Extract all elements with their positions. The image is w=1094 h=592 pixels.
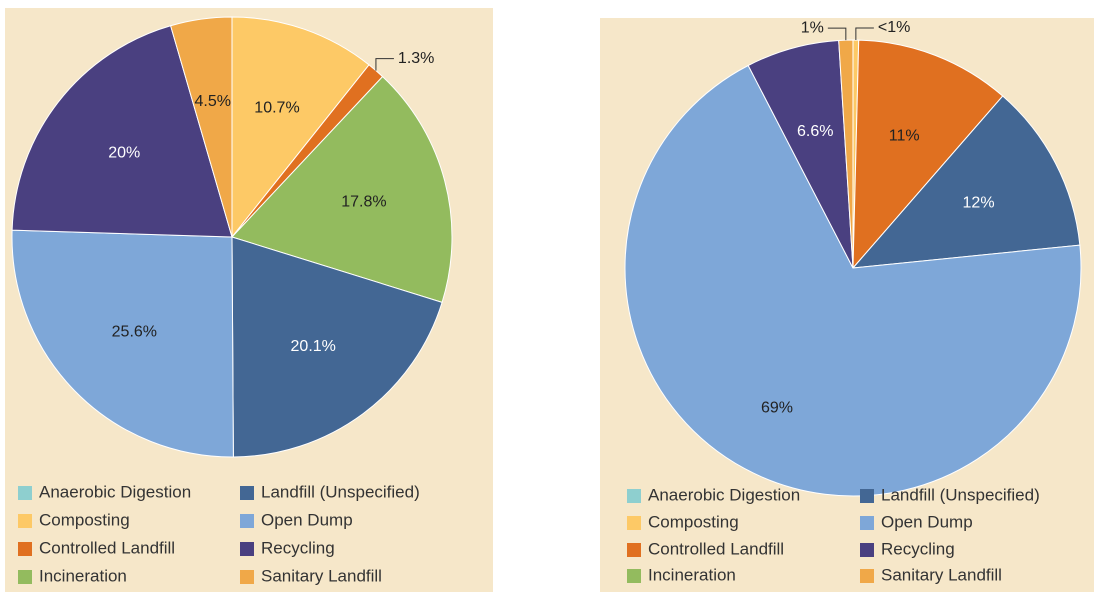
pie-slice	[11, 25, 233, 238]
legend-label: Sanitary Landfill	[261, 566, 382, 585]
legend-label: Incineration	[39, 566, 127, 585]
legend-swatch	[240, 486, 254, 500]
legend-label: Landfill (Unspecified)	[881, 485, 1040, 504]
legend-label: Controlled Landfill	[648, 539, 784, 558]
leader-line	[827, 27, 847, 41]
legend-label: Landfill (Unspecified)	[261, 482, 420, 501]
slice-label: 25.6%	[112, 323, 157, 340]
slice-label: 1%	[801, 19, 824, 36]
legend-swatch	[627, 489, 641, 503]
legend-label: Open Dump	[881, 512, 973, 531]
slice-label: 11%	[889, 127, 920, 144]
legend-swatch	[860, 543, 874, 557]
pie-slice	[231, 236, 443, 458]
legend-swatch	[860, 516, 874, 530]
slice-label: 4.5%	[195, 93, 231, 110]
legend-label: Sanitary Landfill	[881, 565, 1002, 584]
legend-label: Controlled Landfill	[39, 538, 175, 557]
pie-slice	[851, 95, 1081, 269]
legend-swatch	[18, 514, 32, 528]
legend-swatch	[627, 543, 641, 557]
legend-label: Composting	[648, 512, 739, 531]
slice-label: <1%	[878, 19, 910, 36]
legend-label: Recycling	[881, 539, 955, 558]
legend-swatch	[18, 542, 32, 556]
pie-slice	[170, 16, 233, 238]
pie-slice	[624, 64, 1082, 497]
legend-swatch	[627, 569, 641, 583]
legend-label: Open Dump	[261, 510, 353, 529]
slice-label: 12%	[963, 194, 995, 211]
legend-swatch	[860, 489, 874, 503]
legend-swatch	[627, 516, 641, 530]
pie-slice	[231, 16, 370, 239]
pie-slice	[852, 39, 1004, 270]
slice-label: 20.1%	[291, 338, 336, 355]
legend-swatch	[18, 570, 32, 584]
legend-label: Anaerobic Digestion	[39, 482, 191, 501]
legend-swatch	[240, 514, 254, 528]
slice-label: 1.3%	[398, 50, 434, 67]
legend-label: Recycling	[261, 538, 335, 557]
legend-label: Incineration	[648, 565, 736, 584]
slice-label: 10.7%	[254, 99, 299, 116]
legend-swatch	[240, 542, 254, 556]
leader-line	[855, 27, 874, 41]
legend-label: Composting	[39, 510, 130, 529]
pie-slice	[231, 75, 453, 303]
legend-swatch	[18, 486, 32, 500]
pie-slice	[838, 39, 854, 269]
legend-swatch	[240, 570, 254, 584]
leader-line	[375, 58, 394, 71]
pie-slice	[11, 229, 234, 458]
legend-label: Anaerobic Digestion	[648, 485, 800, 504]
legend-swatch	[860, 569, 874, 583]
slice-label: 17.8%	[341, 193, 386, 210]
slice-label: 69%	[761, 400, 793, 417]
slice-label: 6.6%	[797, 123, 833, 140]
slice-label: 20%	[108, 145, 140, 162]
